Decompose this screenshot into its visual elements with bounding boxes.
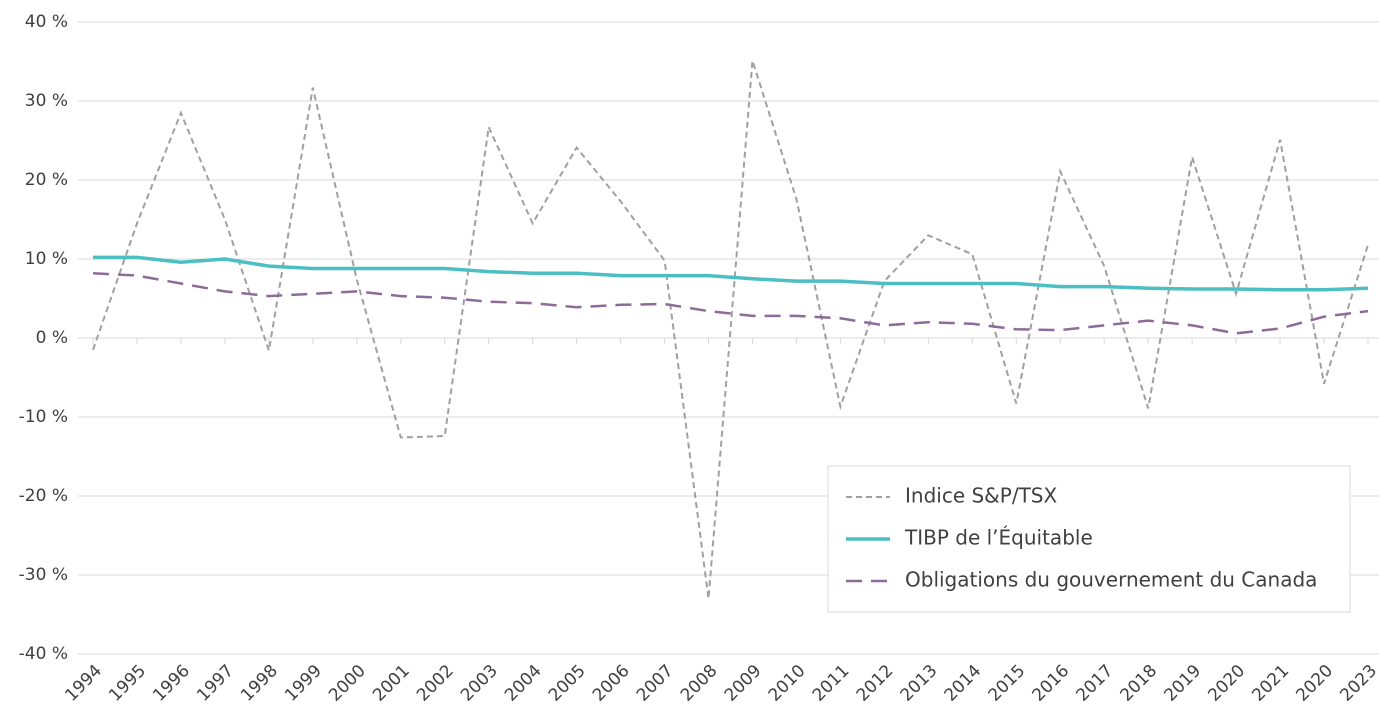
x-tick-label: 2009 <box>721 661 766 706</box>
x-tick-label: 2016 <box>1029 661 1074 706</box>
x-tick-label: 1996 <box>149 661 194 706</box>
legend-label: Obligations du gouvernement du Canada <box>905 568 1317 592</box>
series-line <box>92 271 1369 335</box>
y-tick-label: 40 % <box>25 12 68 32</box>
x-tick-label: 2002 <box>413 661 458 706</box>
x-tick-label: 1995 <box>105 661 150 706</box>
x-tick-label: 1994 <box>61 661 106 706</box>
x-tick-label: 2021 <box>1248 661 1293 706</box>
series-line <box>93 255 1369 292</box>
x-tick-label: 2010 <box>765 661 810 706</box>
y-tick-label: -20 % <box>19 486 68 506</box>
x-tick-label: 2015 <box>985 661 1030 706</box>
y-tick-label: 10 % <box>25 249 68 269</box>
x-tick-label: 2008 <box>677 661 722 706</box>
x-tick-label: 2000 <box>325 661 370 706</box>
x-tick-label: 2007 <box>633 661 678 706</box>
legend-label: Indice S&P/TSX <box>905 484 1057 508</box>
y-tick-label: 0 % <box>36 328 68 348</box>
x-tick-label: 2012 <box>853 661 898 706</box>
x-tick-label: 2011 <box>809 661 854 706</box>
legend: Indice S&P/TSX TIBP de l’Équitable Obligat… <box>827 465 1351 613</box>
x-tick-label: 2004 <box>501 661 546 706</box>
y-tick-label: 30 % <box>25 91 68 111</box>
x-tick-label: 2020 <box>1204 661 1249 706</box>
x-tick-label: 2023 <box>1336 661 1379 706</box>
x-tick-label: 2001 <box>369 661 414 706</box>
y-tick-label: 20 % <box>25 170 68 190</box>
x-tick-label: 2019 <box>1160 661 1205 706</box>
x-tick-label: 2017 <box>1073 661 1118 706</box>
y-tick-label: -10 % <box>19 407 68 427</box>
x-tick-label: 1997 <box>193 661 238 706</box>
x-tick-label: 1998 <box>237 661 282 706</box>
legend-label: TIBP de l’Équitable <box>904 526 1093 550</box>
x-tick-label: 2018 <box>1117 661 1162 706</box>
x-tick-label: 2014 <box>941 661 986 706</box>
legend-box <box>827 465 1351 613</box>
y-tick-label: -40 % <box>19 644 68 664</box>
x-tick-label: 1999 <box>281 661 326 706</box>
x-tick-label: 2006 <box>589 661 634 706</box>
y-tick-label: -30 % <box>19 565 68 585</box>
x-tick-label: 2003 <box>457 661 502 706</box>
x-tick-label: 2020 <box>1292 661 1337 706</box>
x-tick-label: 2013 <box>897 661 942 706</box>
x-tick-label: 2005 <box>545 661 590 706</box>
